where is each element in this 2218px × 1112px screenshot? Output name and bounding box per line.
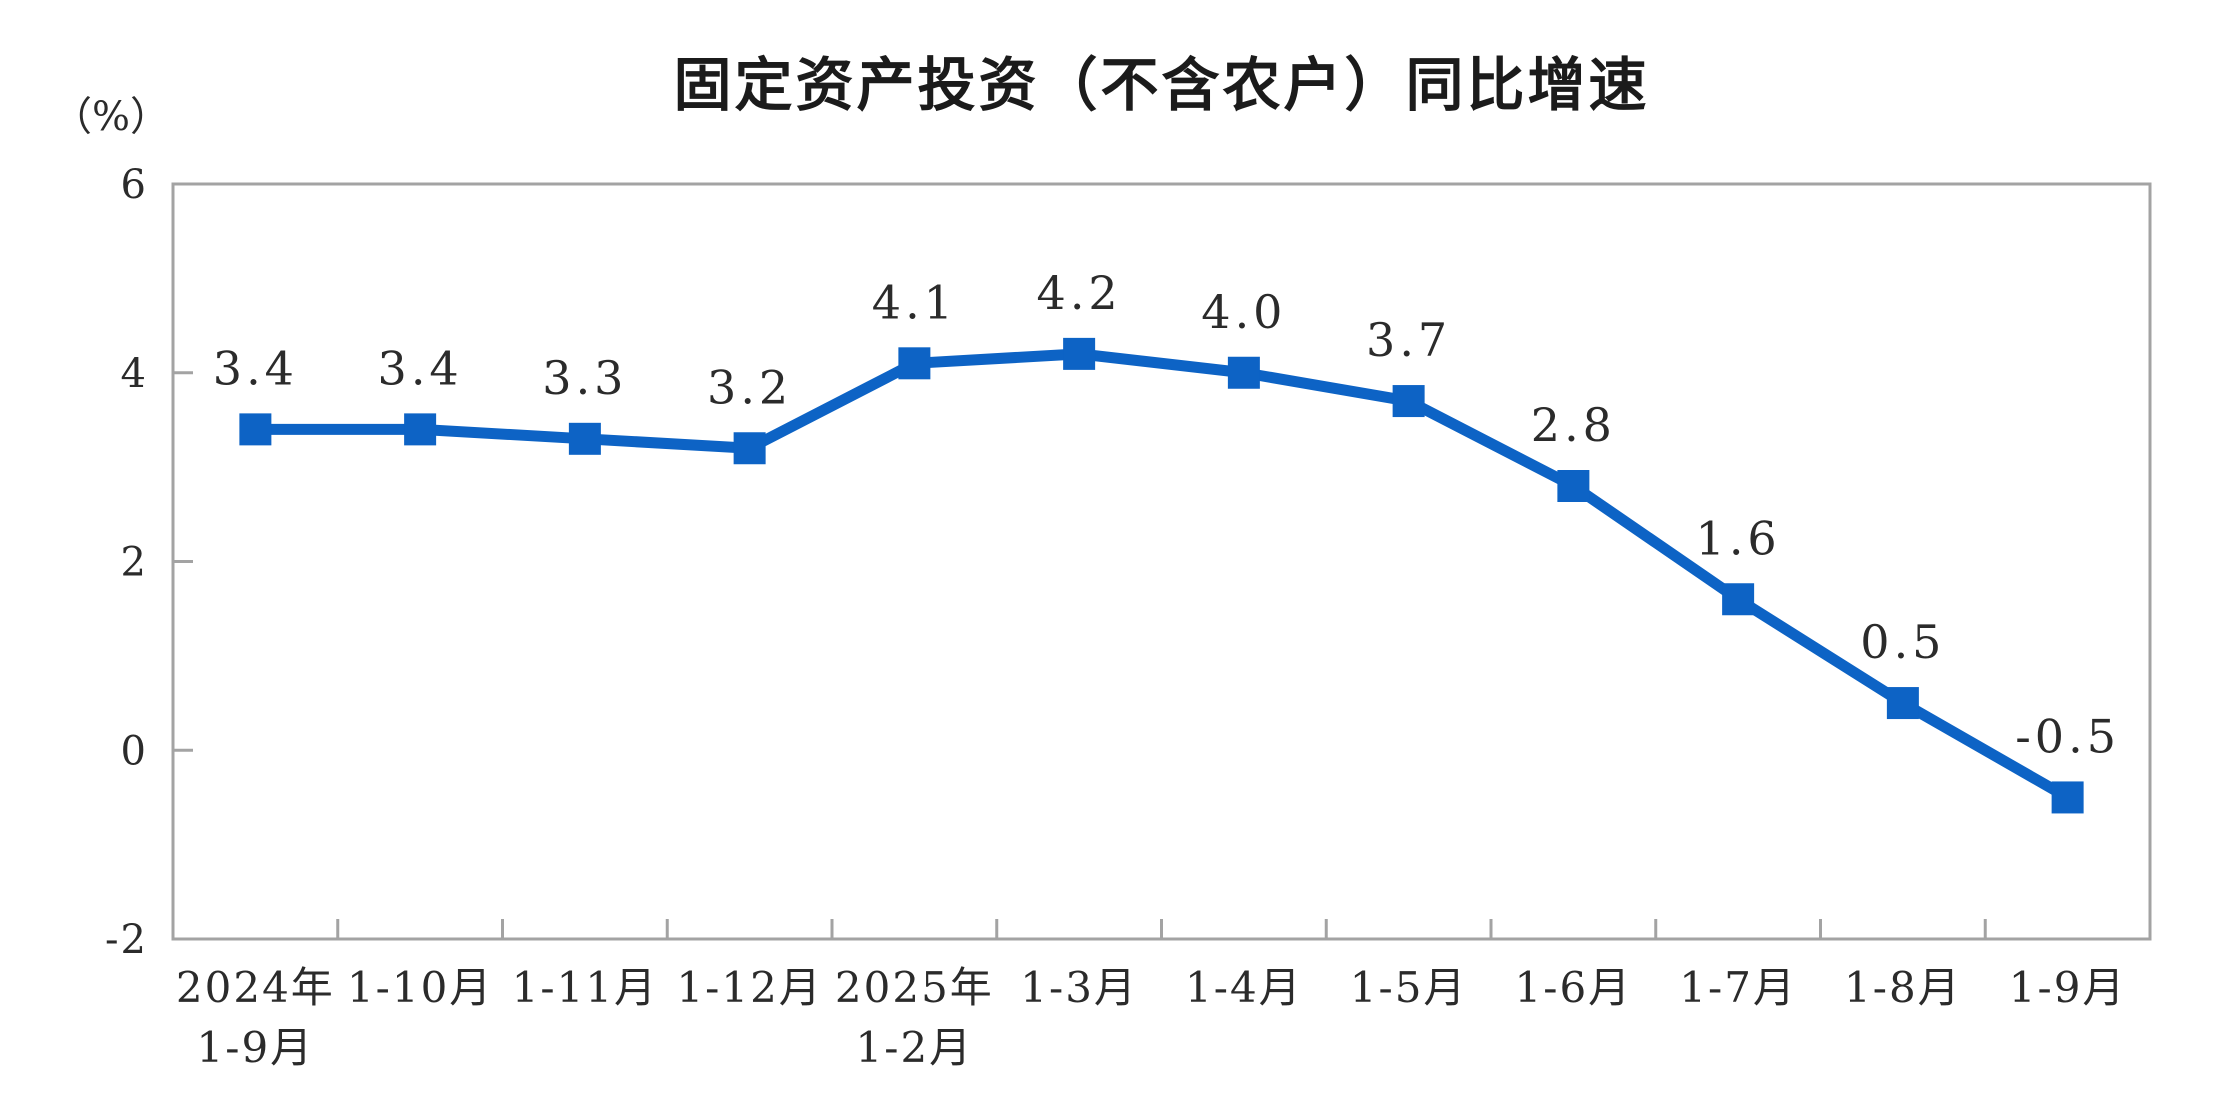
data-point-marker <box>404 413 437 446</box>
x-axis-tick-label: 1-10月 <box>347 963 493 1012</box>
x-axis-tick-label: 1-7月 <box>1679 963 1797 1012</box>
series-line <box>249 348 2074 803</box>
chart-title: 固定资产投资（不含农户）同比增速 <box>673 51 1650 119</box>
data-point-marker <box>2051 781 2084 814</box>
x-axis-tick-label: 1-6月 <box>1515 963 1633 1012</box>
data-point-label: 4.1 <box>872 275 957 329</box>
y-axis-tick-label: -2 <box>105 917 148 963</box>
x-axis-tick-label: 1-9月 <box>2009 963 2127 1012</box>
x-axis-tick-label: 1-9月 <box>197 1023 315 1072</box>
data-point-marker <box>1392 385 1425 418</box>
y-axis-tick-label: 6 <box>121 162 148 208</box>
data-point-label: 3.4 <box>378 341 463 395</box>
x-axis-tick-label: 2024年 <box>176 963 335 1012</box>
data-point-marker <box>733 432 766 465</box>
data-point-label: 3.7 <box>1366 313 1451 367</box>
data-point-marker <box>1557 470 1590 502</box>
y-axis-tick-label: 4 <box>121 351 148 397</box>
data-point-marker <box>1227 356 1260 389</box>
x-axis-tick-label: 1-12月 <box>676 963 822 1012</box>
data-point-label: 0.5 <box>1860 615 1945 669</box>
data-point-marker <box>1063 337 1096 370</box>
data-point-label: 4.2 <box>1037 266 1122 320</box>
y-axis-tick-label: 2 <box>121 540 148 586</box>
plot-border <box>171 182 2152 941</box>
x-axis-tick-label: 1-5月 <box>1350 963 1468 1012</box>
x-axis-tick-label: 1-3月 <box>1020 963 1138 1012</box>
y-axis-tick-label: 0 <box>121 728 148 774</box>
data-point-marker <box>1722 583 1755 616</box>
data-point-label: 1.6 <box>1696 511 1781 565</box>
data-point-marker <box>1886 687 1919 720</box>
x-axis-tick-label: 2025年 <box>835 963 994 1012</box>
data-point-marker <box>568 422 601 455</box>
data-point-label: 3.3 <box>542 351 627 405</box>
x-axis-tick-label: 1-2月 <box>856 1023 974 1072</box>
data-point-label: 3.4 <box>213 341 298 395</box>
x-axis-tick-label: 1-4月 <box>1185 963 1303 1012</box>
data-point-label: 3.2 <box>707 360 792 414</box>
data-point-label: 2.8 <box>1531 398 1616 452</box>
data-point-marker <box>239 413 272 446</box>
data-point-label: -0.5 <box>2015 709 2120 763</box>
data-point-marker <box>898 347 931 380</box>
x-axis-tick-label: 1-11月 <box>512 963 658 1012</box>
y-axis-unit-label: （%） <box>51 94 170 140</box>
data-point-label: 4.0 <box>1201 285 1286 339</box>
x-axis-tick-label: 1-8月 <box>1844 963 1962 1012</box>
